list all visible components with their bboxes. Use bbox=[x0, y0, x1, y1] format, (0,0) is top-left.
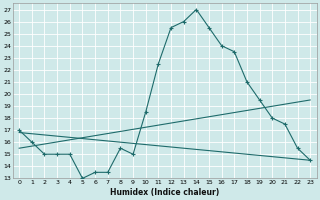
X-axis label: Humidex (Indice chaleur): Humidex (Indice chaleur) bbox=[110, 188, 219, 197]
